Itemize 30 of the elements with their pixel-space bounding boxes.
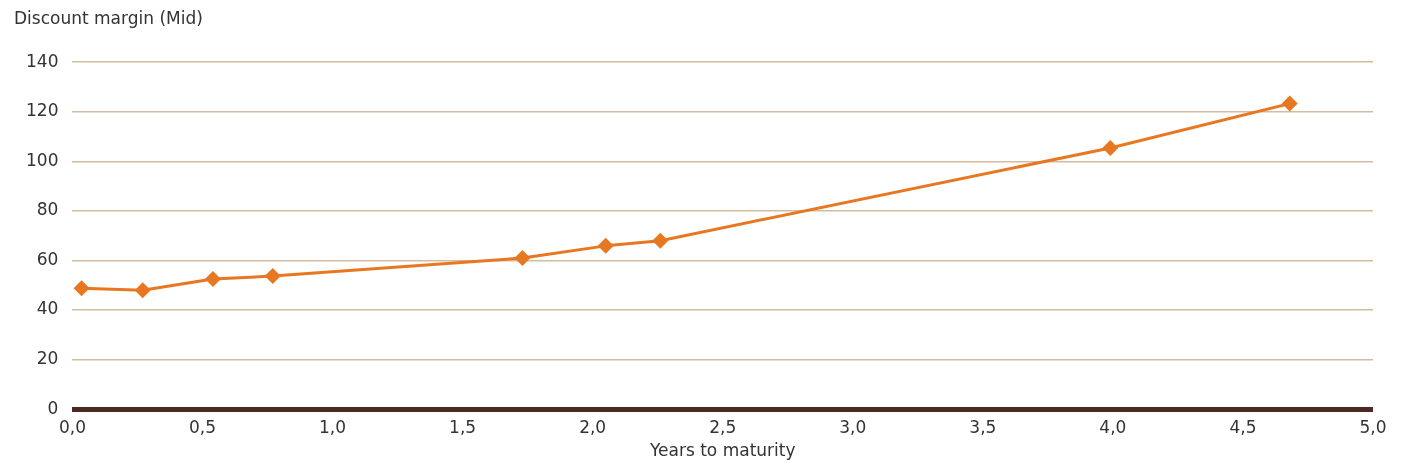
x-tick-label: 1,0 <box>319 416 347 437</box>
y-tick-label: 60 <box>36 248 59 269</box>
point <box>204 271 221 288</box>
point <box>1102 139 1119 156</box>
point <box>134 282 151 299</box>
x-tick-label: 2,5 <box>709 416 737 437</box>
x-tick-label: 3,5 <box>969 416 997 437</box>
point <box>597 237 614 254</box>
point <box>73 280 90 297</box>
x-axis-title: Years to maturity <box>648 440 796 461</box>
x-tick-label: 4,0 <box>1099 416 1127 437</box>
y-tick-label: 20 <box>36 348 59 369</box>
point <box>652 232 669 249</box>
point <box>514 250 531 267</box>
x-tick-label: 0,5 <box>188 416 217 437</box>
point <box>1281 95 1298 112</box>
x-tick-label: 4,5 <box>1229 416 1257 437</box>
y-tick-label: 80 <box>36 199 59 220</box>
y-axis-title: Discount margin (Mid) <box>14 8 203 28</box>
y-tick-label: 140 <box>25 50 59 71</box>
x-tick-label: 3,0 <box>839 416 867 437</box>
x-tick-label: 1,5 <box>449 416 477 437</box>
y-tick-label: 40 <box>36 298 59 319</box>
y-tick-label: 120 <box>25 100 59 121</box>
point <box>264 268 281 285</box>
x-tick-label: 0,0 <box>58 416 86 437</box>
y-tick-label: 0 <box>47 397 59 418</box>
y-tick-label: 100 <box>25 149 59 170</box>
x-tick-label: 5,0 <box>1359 416 1387 437</box>
x-tick-label: 2,0 <box>579 416 607 437</box>
